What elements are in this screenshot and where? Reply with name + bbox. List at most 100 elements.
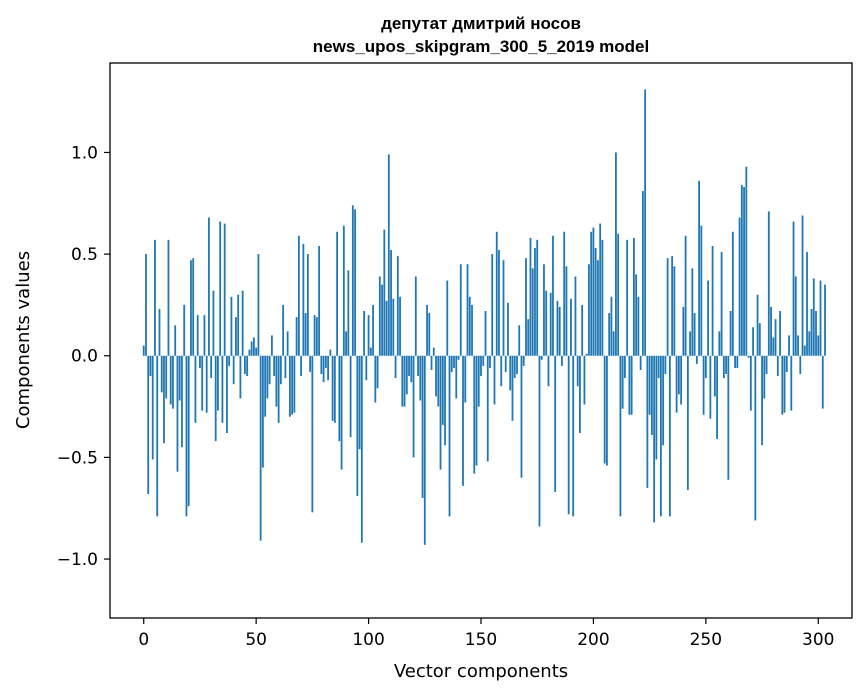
bar-230 xyxy=(659,355,662,517)
bar-249 xyxy=(702,355,705,415)
bar-169 xyxy=(522,355,525,366)
x-tick-label: 250 xyxy=(690,630,722,650)
bar-287 xyxy=(788,335,790,356)
bar-180 xyxy=(547,355,550,387)
x-tick-label: 150 xyxy=(465,630,497,650)
bar-15 xyxy=(176,355,179,472)
bar-270 xyxy=(749,355,752,411)
bar-157 xyxy=(495,231,498,356)
bar-45 xyxy=(244,355,246,375)
bar-100 xyxy=(367,315,370,356)
bar-81 xyxy=(324,355,327,368)
bar-14 xyxy=(174,325,177,356)
bar-5 xyxy=(154,239,156,356)
bar-172 xyxy=(529,237,532,356)
bar-202 xyxy=(597,260,599,356)
bar-148 xyxy=(475,355,478,466)
bar-37 xyxy=(226,355,228,433)
bar-269 xyxy=(747,355,750,358)
bar-41 xyxy=(235,317,237,356)
bar-51 xyxy=(257,254,260,356)
bar-43 xyxy=(239,355,242,399)
bar-74 xyxy=(309,355,312,373)
bar-29 xyxy=(208,217,210,356)
bar-102 xyxy=(372,304,374,356)
y-axis-label: Components values xyxy=(13,251,34,429)
bar-300 xyxy=(817,335,820,356)
bar-124 xyxy=(421,355,424,499)
bar-155 xyxy=(491,254,494,356)
chart-title: депутат дмитрий носов news_upos_skipgram… xyxy=(313,14,649,56)
chart-title-line-1: депутат дмитрий носов xyxy=(381,14,581,33)
bar-218 xyxy=(633,237,635,356)
bar-242 xyxy=(686,355,689,490)
bar-101 xyxy=(369,347,372,356)
bar-72 xyxy=(304,313,307,356)
bar-286 xyxy=(785,355,788,373)
bar-19 xyxy=(185,355,188,517)
bar-185 xyxy=(558,306,561,356)
bar-132 xyxy=(439,355,442,470)
bar-178 xyxy=(543,264,545,356)
bar-133 xyxy=(441,355,444,425)
bar-83 xyxy=(329,349,332,356)
bar-103 xyxy=(374,355,377,403)
bar-279 xyxy=(770,306,772,356)
bar-68 xyxy=(295,317,298,356)
bar-44 xyxy=(241,290,244,356)
bar-16 xyxy=(178,355,181,401)
bar-53 xyxy=(262,355,264,468)
bar-78 xyxy=(318,245,321,356)
bar-173 xyxy=(531,268,534,356)
bar-120 xyxy=(412,355,415,458)
bar-237 xyxy=(675,355,678,413)
bar-271 xyxy=(752,327,754,356)
bar-282 xyxy=(776,355,779,377)
bar-4 xyxy=(151,355,154,460)
bar-221 xyxy=(639,355,642,370)
bar-152 xyxy=(484,311,487,356)
bar-22 xyxy=(192,258,195,356)
bar-82 xyxy=(327,355,329,381)
bar-163 xyxy=(509,355,512,391)
bar-206 xyxy=(606,355,608,466)
bar-69 xyxy=(297,235,300,356)
x-tick-label: 300 xyxy=(802,630,834,650)
bar-52 xyxy=(259,355,262,541)
bar-263 xyxy=(734,355,736,368)
bar-33 xyxy=(217,355,219,411)
bar-227 xyxy=(653,355,656,523)
bar-226 xyxy=(650,355,653,436)
bar-254 xyxy=(713,355,716,397)
bar-2 xyxy=(147,355,150,494)
bar-27 xyxy=(203,315,206,356)
x-tick-label: 100 xyxy=(352,630,384,650)
bar-138 xyxy=(453,355,455,368)
bar-85 xyxy=(333,355,336,423)
bar-183 xyxy=(554,355,557,492)
bar-267 xyxy=(743,187,745,356)
bar-245 xyxy=(693,313,696,356)
bar-123 xyxy=(419,355,422,401)
bar-58 xyxy=(273,355,276,377)
bar-167 xyxy=(518,325,521,356)
bar-248 xyxy=(700,225,703,356)
bar-121 xyxy=(414,276,417,356)
bar-99 xyxy=(365,355,368,381)
bar-182 xyxy=(552,235,554,356)
bar-57 xyxy=(270,335,273,356)
bar-283 xyxy=(779,311,781,356)
bar-6 xyxy=(156,355,159,517)
bar-197 xyxy=(585,353,588,356)
bar-98 xyxy=(363,311,365,356)
bar-191 xyxy=(572,355,575,517)
bar-294 xyxy=(803,345,806,356)
bar-49 xyxy=(253,337,255,356)
bar-117 xyxy=(405,355,408,395)
bar-188 xyxy=(565,266,568,356)
bar-93 xyxy=(351,205,354,356)
bar-154 xyxy=(489,355,491,368)
bar-107 xyxy=(383,229,386,356)
bar-288 xyxy=(790,355,793,411)
bar-131 xyxy=(437,355,440,407)
